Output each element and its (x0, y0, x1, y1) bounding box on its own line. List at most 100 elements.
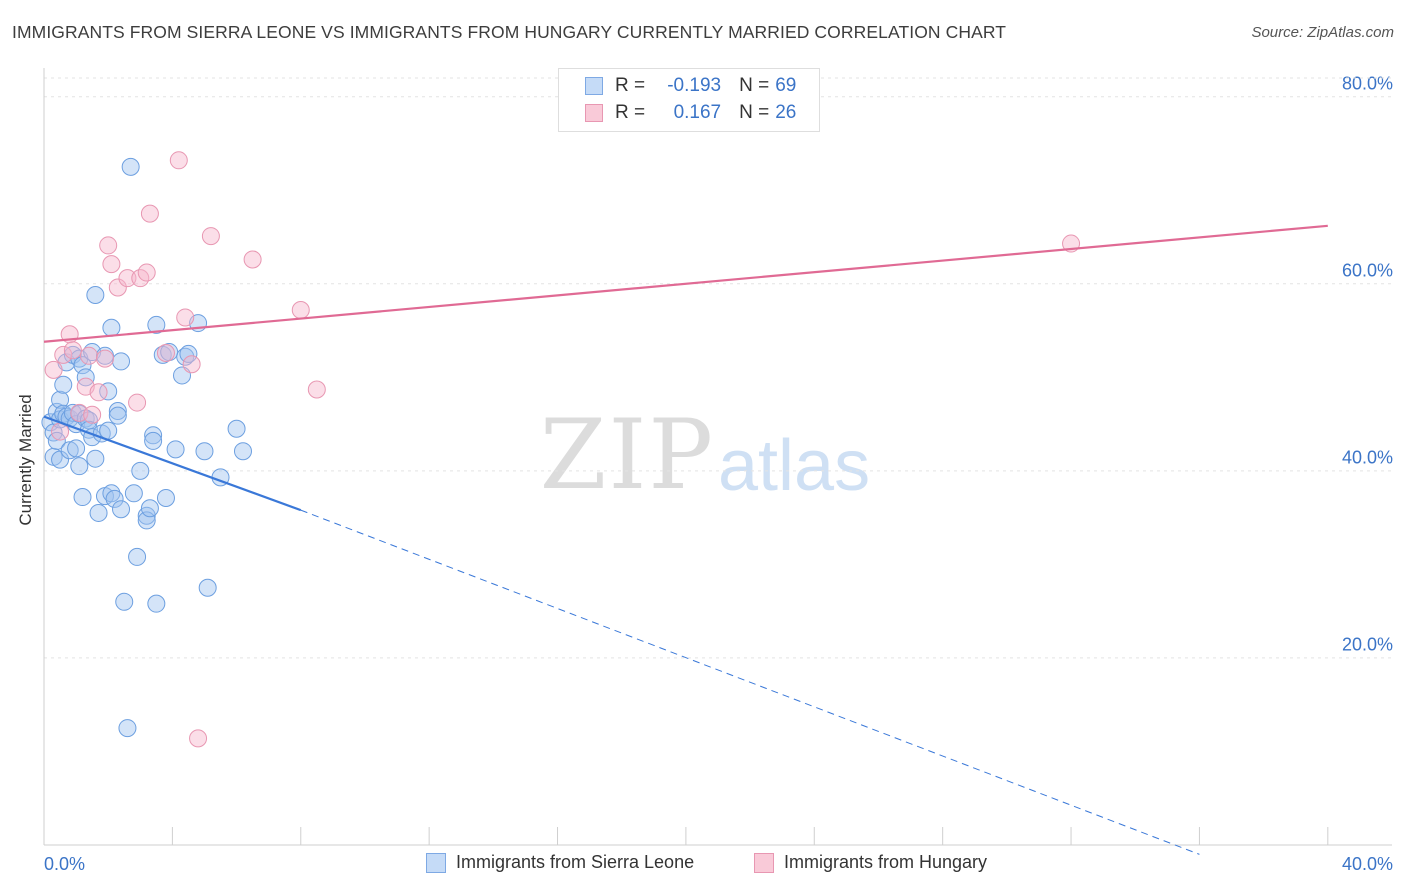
data-point (179, 344, 198, 363)
data-point (73, 488, 92, 507)
data-point (102, 484, 121, 503)
series-legend-swatch (754, 852, 774, 873)
data-point (108, 401, 127, 420)
legend-row-hungary: R = 0.167 N = 26 (585, 100, 796, 126)
data-point (60, 441, 79, 460)
data-point (108, 406, 127, 425)
data-point (189, 729, 208, 748)
series-legend-label: Immigrants from Hungary (784, 852, 988, 872)
data-point (227, 419, 246, 438)
data-point (128, 393, 147, 412)
data-point (182, 355, 201, 374)
data-point (102, 255, 121, 274)
data-point (76, 368, 95, 387)
data-point (89, 383, 108, 402)
trend-line-hungary (43, 224, 1328, 343)
data-point (95, 349, 114, 368)
data-point (137, 263, 156, 282)
y-tick-label: 60.0% (1342, 260, 1393, 280)
data-point (147, 315, 166, 334)
data-point (140, 499, 159, 518)
data-point (54, 345, 73, 364)
y-axis-label-wrap: Currently Married (10, 300, 42, 620)
trend-line-extension (300, 509, 1200, 855)
data-point (137, 511, 156, 530)
y-tick-label: 20.0% (1342, 635, 1393, 655)
data-point (128, 547, 147, 566)
data-point (156, 488, 175, 507)
y-tick-label: 40.0% (1342, 448, 1393, 468)
legend-n-label: N = (739, 102, 770, 123)
series-legend-label: Immigrants from Sierra Leone (456, 852, 695, 872)
legend-swatch-sierra-leone (585, 77, 603, 95)
y-axis-label: Currently Married (16, 394, 35, 526)
legend-n-value: 26 (775, 102, 797, 123)
legend-row-sierra-leone: R = -0.193 N = 69 (585, 73, 796, 99)
data-point (112, 352, 131, 371)
legend-r-label: R = (615, 102, 646, 123)
data-point (47, 431, 66, 450)
y-tick-label: 80.0% (1342, 73, 1393, 93)
data-point (176, 347, 195, 366)
data-point (108, 278, 127, 297)
series-legend-hungary[interactable]: Immigrants from Hungary (754, 852, 987, 873)
legend-r-value: 0.167 (673, 102, 722, 123)
data-point (73, 356, 92, 375)
data-point (44, 360, 63, 379)
data-point (67, 439, 86, 458)
data-point (112, 500, 131, 519)
data-point (156, 343, 175, 362)
data-point (169, 151, 188, 170)
data-point (99, 421, 118, 440)
data-point (118, 719, 137, 738)
data-point (198, 578, 217, 597)
series-legend-sierra-leone[interactable]: Immigrants from Sierra Leone (426, 852, 694, 873)
x-tick-label: 0.0% (44, 854, 85, 874)
data-point (54, 375, 73, 394)
data-point (140, 204, 159, 223)
series-legend: Immigrants from Sierra Leone Immigrants … (0, 852, 1406, 878)
trend-line-sierra-leone (43, 415, 302, 512)
data-point (83, 405, 102, 424)
legend-r-label: R = (615, 75, 646, 96)
data-point (121, 157, 140, 176)
data-point (147, 594, 166, 613)
data-point (86, 449, 105, 468)
data-point (54, 404, 73, 423)
data-point (124, 484, 143, 503)
legend-r-value: -0.193 (667, 75, 722, 96)
data-point (79, 346, 98, 365)
chart-title: IMMIGRANTS FROM SIERRA LEONE VS IMMIGRAN… (12, 22, 1007, 42)
series-sierra-leone (41, 157, 252, 738)
watermark-atlas: atlas (718, 426, 870, 506)
data-point (70, 457, 89, 476)
data-point (63, 341, 82, 360)
legend-n-value: 69 (775, 75, 797, 96)
data-point (307, 380, 326, 399)
data-point (291, 300, 310, 319)
data-point (144, 431, 163, 450)
data-point (99, 382, 118, 401)
data-point (176, 308, 195, 327)
data-point (131, 461, 150, 480)
series-legend-swatch (426, 852, 446, 873)
data-point (233, 442, 252, 461)
watermark-zip: ZIP (540, 399, 715, 511)
data-point (243, 250, 262, 269)
data-point (144, 426, 163, 445)
data-point (115, 592, 134, 611)
data-point (195, 442, 214, 461)
data-point (102, 318, 121, 337)
data-point (99, 236, 118, 255)
legend-swatch-hungary (585, 104, 603, 122)
data-point (118, 269, 137, 288)
x-tick-label: 40.0% (1342, 854, 1393, 874)
data-point (86, 286, 105, 305)
data-point (51, 390, 70, 409)
data-point (51, 450, 70, 469)
source-credit: Source: ZipAtlas.com (1251, 24, 1394, 41)
data-point (166, 440, 185, 459)
data-point (201, 227, 220, 246)
legend-n-label: N = (739, 75, 770, 96)
